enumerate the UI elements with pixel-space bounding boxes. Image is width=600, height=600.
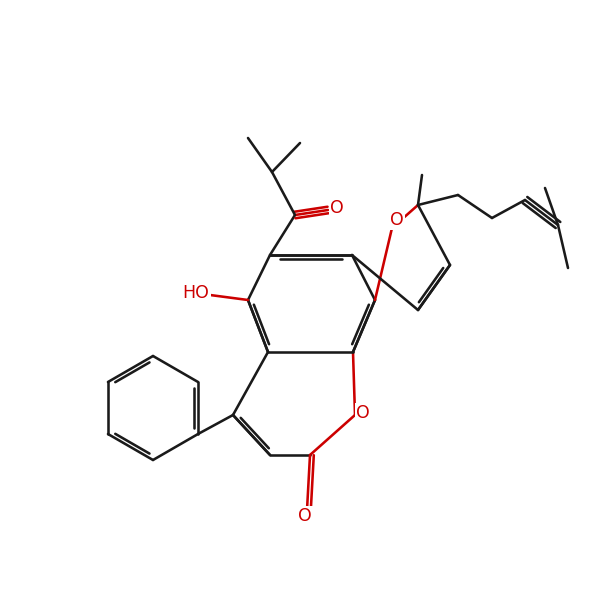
Text: HO: HO — [182, 284, 209, 302]
Text: O: O — [330, 199, 344, 217]
Text: O: O — [356, 404, 370, 422]
Text: O: O — [390, 211, 404, 229]
Text: O: O — [298, 507, 312, 525]
